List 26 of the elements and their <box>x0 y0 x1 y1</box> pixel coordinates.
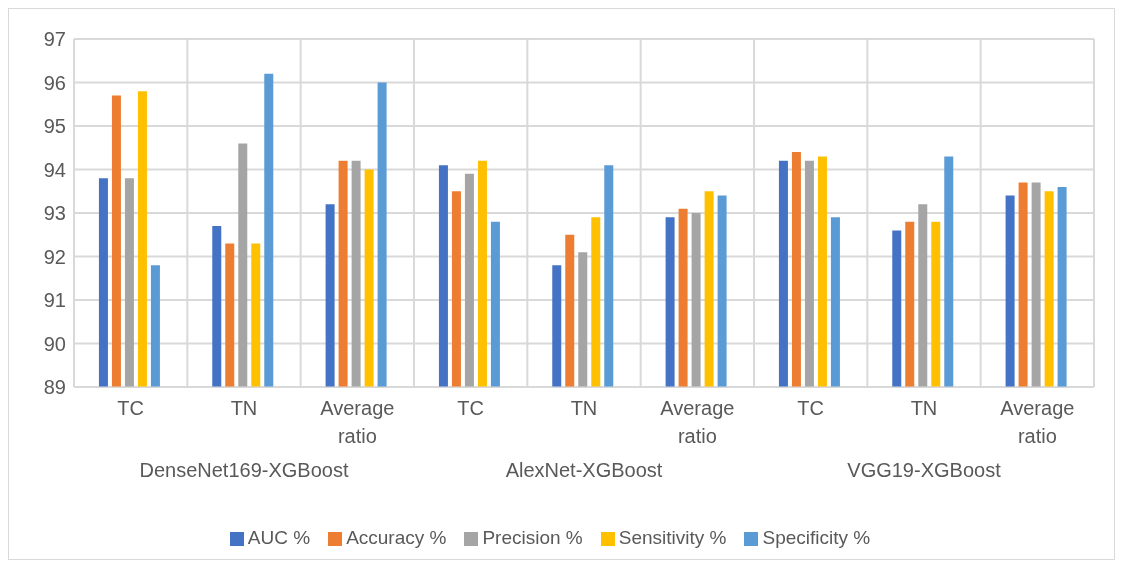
legend-label: AUC % <box>247 527 311 548</box>
text: VGG19-XGBoost <box>846 459 1002 482</box>
x-tick-label: TC <box>117 397 144 419</box>
y-tick-label: 97 <box>43 28 66 51</box>
text: DenseNet169-XGBoost <box>138 459 350 482</box>
y-tick-label: 96 <box>43 71 66 94</box>
legend-label: Specificity % <box>762 527 871 548</box>
y-tick-label: 91 <box>43 289 66 312</box>
y-tick-label: 95 <box>43 115 66 138</box>
y-tick-label: 89 <box>43 376 66 399</box>
y-tick-label: 94 <box>43 158 66 181</box>
y-tick-label: 90 <box>43 332 66 355</box>
legend-label: Sensitivity % <box>618 527 727 548</box>
legend-label: Precision % <box>482 527 583 548</box>
x-tick-label: TN <box>230 397 258 419</box>
x-tick-label: TC <box>797 397 824 419</box>
legend-label: Accuracy % <box>346 527 447 548</box>
x-tick-label: TC <box>457 397 484 419</box>
text: AlexNet-XGBoost <box>504 459 664 482</box>
x-tick-label: TN <box>910 397 938 419</box>
x-tick-label: Average ratio <box>660 397 735 447</box>
x-tick-label: Average ratio <box>320 397 395 447</box>
y-tick-label: 92 <box>43 245 66 268</box>
y-tick-label: 93 <box>43 202 66 225</box>
x-tick-label: TN <box>570 397 598 419</box>
x-tick-label: Average ratio <box>1000 397 1075 447</box>
